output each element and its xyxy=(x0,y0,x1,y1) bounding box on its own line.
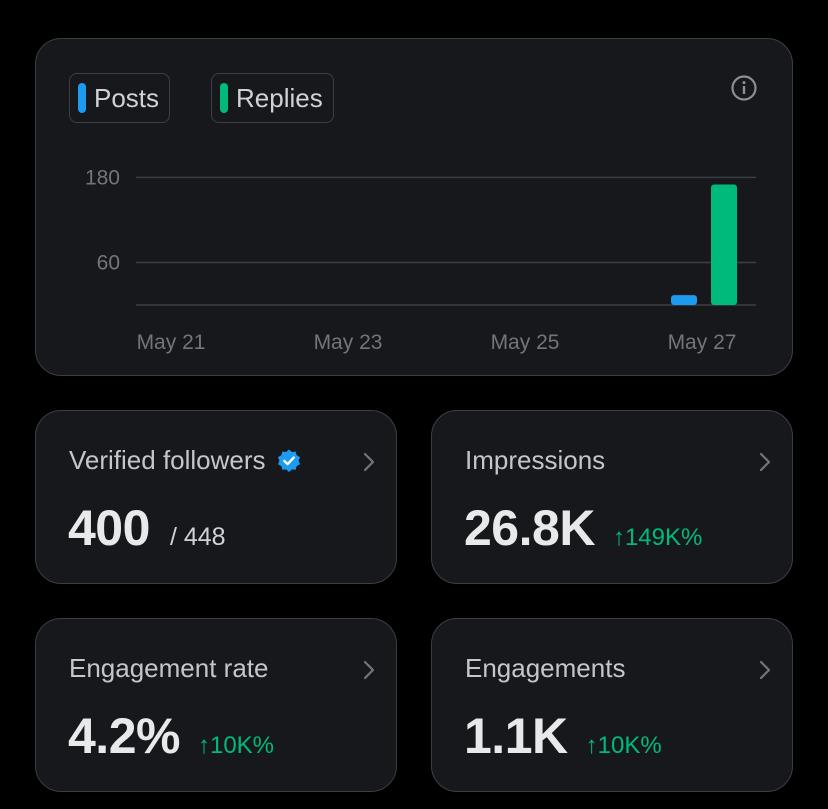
bar-replies-may-27[interactable] xyxy=(711,184,737,305)
posts-swatch xyxy=(78,83,86,113)
legend-replies-label: Replies xyxy=(236,82,323,113)
impressions-title: Impressions xyxy=(465,445,606,475)
legend-replies[interactable]: Replies xyxy=(211,73,334,123)
engagement-rate-title: Engagement rate xyxy=(69,653,269,683)
legend-posts-label: Posts xyxy=(94,82,160,113)
impressions-change: ↑149K% xyxy=(612,524,703,551)
engagements-value: 1.1K xyxy=(464,708,568,764)
engagements-change: ↑10K% xyxy=(585,732,662,759)
verified-followers-value-row: 400 / 448 xyxy=(68,499,226,557)
verified-followers-title-row: Verified followers xyxy=(69,445,302,476)
verified-followers-value: 400 xyxy=(68,500,150,556)
x-tick-label: May 27 xyxy=(668,331,737,354)
replies-swatch xyxy=(220,83,228,113)
engagement-rate-value-row: 4.2% ↑10K% xyxy=(68,707,274,765)
impressions-value-row: 26.8K ↑149K% xyxy=(464,499,702,557)
chevron-right-icon xyxy=(363,660,375,680)
bar-chart: 180 60 May 21 May 23 May 25 May 27 xyxy=(85,166,756,354)
x-tick-label: May 21 xyxy=(137,331,206,354)
chevron-right-icon xyxy=(759,660,771,680)
chart-card: Posts Replies 180 60 May 21 May 23 May 25 May… xyxy=(35,38,793,376)
impressions-card[interactable]: Impressions 26.8K ↑149K% xyxy=(431,410,793,584)
verified-followers-total: / 448 xyxy=(169,523,226,551)
engagement-rate-change: ↑10K% xyxy=(197,732,275,759)
verified-badge-icon xyxy=(277,449,300,472)
verified-followers-title: Verified followers xyxy=(69,445,266,475)
chevron-right-icon xyxy=(759,452,771,472)
verified-followers-card[interactable]: Verified followers 400 / 448 xyxy=(35,410,397,584)
info-circle-icon[interactable] xyxy=(730,74,758,102)
engagements-title: Engagements xyxy=(465,653,626,683)
bar-posts-may-27[interactable] xyxy=(671,295,697,305)
engagements-value-row: 1.1K ↑10K% xyxy=(464,707,662,765)
impressions-value: 26.8K xyxy=(464,500,595,556)
x-tick-label: May 23 xyxy=(314,331,383,354)
engagement-rate-card[interactable]: Engagement rate 4.2% ↑10K% xyxy=(35,618,397,792)
y-tick-label: 180 xyxy=(85,166,120,189)
x-tick-label: May 25 xyxy=(491,331,560,354)
y-tick-label: 60 xyxy=(97,251,120,274)
chevron-right-icon xyxy=(363,452,375,472)
legend-posts[interactable]: Posts xyxy=(69,73,171,123)
engagements-card[interactable]: Engagements 1.1K ↑10K% xyxy=(431,618,793,792)
engagement-rate-value: 4.2% xyxy=(68,708,180,764)
